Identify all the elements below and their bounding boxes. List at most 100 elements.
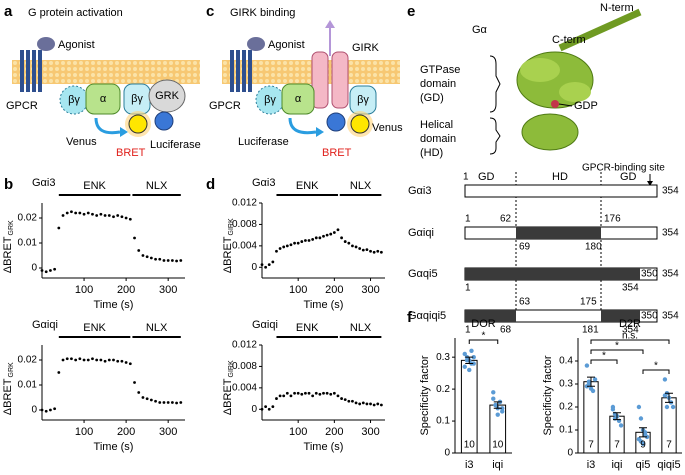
segment xyxy=(516,227,601,239)
x-tick-label: 300 xyxy=(361,284,379,296)
data-point xyxy=(365,402,369,406)
data-point xyxy=(65,211,69,215)
y-tick-label: 0.004 xyxy=(232,382,257,393)
y-axis-title-sub: GRK xyxy=(8,220,15,236)
pointer xyxy=(558,103,573,107)
arrow-head xyxy=(120,127,128,137)
data-point xyxy=(116,214,120,217)
y-axis-title-main: ΔBRET xyxy=(2,378,14,415)
label: 180 xyxy=(585,242,602,253)
data-point xyxy=(379,250,383,254)
panel-label: b xyxy=(4,176,13,193)
data-point xyxy=(78,211,82,215)
data-point xyxy=(49,408,52,412)
domain-map: GPCR-binding site 1 GD HD GD Gαi3 354 Gα… xyxy=(408,163,679,336)
label: 181 xyxy=(582,325,599,336)
data-point xyxy=(500,409,505,414)
data-point xyxy=(179,259,183,262)
significance-label: * xyxy=(615,341,619,352)
data-point xyxy=(40,269,44,272)
label: BRET xyxy=(322,147,352,159)
label: Helical xyxy=(420,119,453,131)
y-tick-label: 0 xyxy=(567,448,573,459)
luciferase xyxy=(154,111,174,131)
x-tick-label: qiqi5 xyxy=(657,459,680,471)
venus xyxy=(350,114,370,134)
data-point xyxy=(351,399,354,403)
data-point xyxy=(379,403,383,407)
brace xyxy=(489,117,501,155)
data-point xyxy=(82,358,86,362)
y-axis-title: Specificity factor xyxy=(542,355,554,435)
x-tick-label: 200 xyxy=(117,426,135,438)
data-point xyxy=(592,377,598,382)
data-point xyxy=(491,390,496,395)
structure-e: Gα N-term C-term GDP GTPase domain (GD) … xyxy=(420,2,642,159)
data-point xyxy=(662,377,668,382)
y-tick-label: 0.2 xyxy=(559,402,573,413)
data-point xyxy=(642,430,648,435)
label: 1 xyxy=(463,172,469,183)
data-point xyxy=(44,270,48,274)
x-tick-label: iqi xyxy=(492,459,503,471)
data-point xyxy=(329,232,333,236)
segment xyxy=(464,184,658,198)
data-point xyxy=(590,388,596,394)
error-bar xyxy=(587,376,595,387)
data-point xyxy=(610,407,616,412)
data-point xyxy=(103,359,107,363)
data-point xyxy=(325,233,329,237)
data-point xyxy=(618,423,624,428)
data-point xyxy=(644,434,650,440)
x-axis-title: Time (s) xyxy=(94,441,134,453)
row-label: Gαqi5 xyxy=(408,268,438,280)
data-point xyxy=(365,248,369,252)
panel-label: c xyxy=(206,3,214,20)
significance-label: * xyxy=(602,351,606,362)
data-point xyxy=(57,226,61,230)
error-bar xyxy=(613,412,621,421)
label: 62 xyxy=(500,214,512,225)
data-point xyxy=(124,361,128,364)
data-point xyxy=(343,240,347,243)
data-point xyxy=(128,217,132,221)
x-tick-label: qi5 xyxy=(636,459,651,471)
data-point xyxy=(145,397,149,401)
data-point xyxy=(271,260,275,264)
data-point xyxy=(141,254,145,257)
label: βγ xyxy=(68,94,80,106)
y-tick-label: 0 xyxy=(444,448,450,459)
label: 354 xyxy=(662,228,679,239)
n-label: 7 xyxy=(666,440,672,451)
label: BRET xyxy=(116,147,146,159)
arrow-head xyxy=(316,127,324,137)
data-point xyxy=(40,408,44,412)
data-point xyxy=(354,401,358,405)
label: HD xyxy=(552,171,568,183)
panel-label: f xyxy=(407,309,413,326)
data-point xyxy=(137,391,141,394)
error-bar xyxy=(639,427,647,438)
diagram-title: GIRK binding xyxy=(230,7,295,19)
label: GD xyxy=(620,171,637,183)
data-point xyxy=(670,404,676,410)
y-tick-label: 0.01 xyxy=(18,238,38,249)
data-point xyxy=(44,409,48,413)
y-tick-label: 0.008 xyxy=(232,219,257,230)
error-bar xyxy=(465,356,474,365)
data-point xyxy=(162,401,166,404)
n-label: 7 xyxy=(614,440,620,451)
data-point xyxy=(91,212,94,216)
chart-title: D2R xyxy=(619,318,641,330)
data-point xyxy=(158,257,162,261)
data-point xyxy=(361,248,365,252)
label: βγ xyxy=(357,94,369,106)
data-point xyxy=(278,247,282,250)
label: Luciferase xyxy=(238,136,289,148)
data-point xyxy=(311,238,315,241)
y-tick-label: 0.004 xyxy=(232,240,257,251)
diagram-c: GIRK binding Agonist GPCR GIRK βγ α βγ L… xyxy=(209,7,403,159)
treatment-label: ENK xyxy=(83,322,106,334)
y-tick-label: 0 xyxy=(31,405,37,416)
y-tick-label: 0.4 xyxy=(559,356,573,367)
